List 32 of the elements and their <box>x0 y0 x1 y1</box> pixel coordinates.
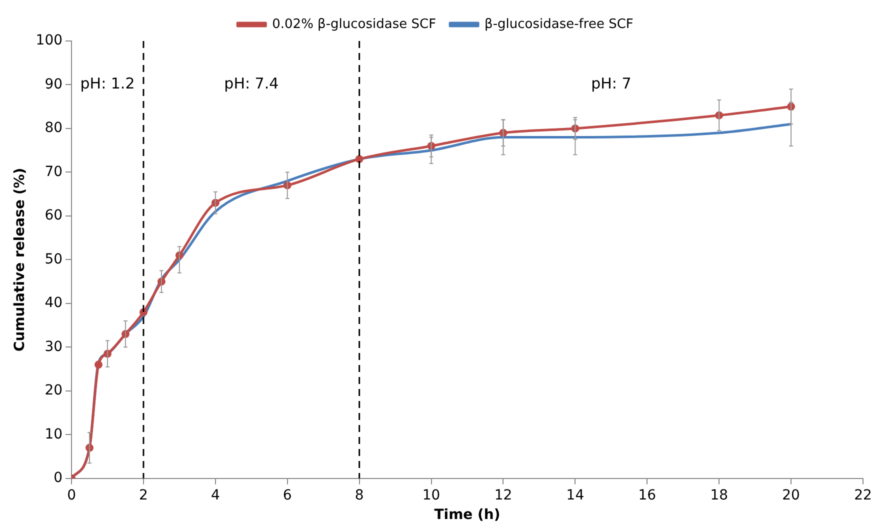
y-tick-label: 90 <box>44 76 63 92</box>
x-tick-label: 10 <box>422 487 440 504</box>
y-tick-label: 30 <box>44 338 63 355</box>
y-tick-label: 0 <box>54 470 63 486</box>
annotation: pH: 7.4 <box>224 74 279 93</box>
point <box>94 360 103 369</box>
x-tick-label: 0 <box>67 487 76 504</box>
y-tick-label: 20 <box>44 382 63 399</box>
y-tick-label: 70 <box>44 164 63 180</box>
point <box>355 155 364 164</box>
y-tick-label: 80 <box>44 120 63 136</box>
legend-label: β-glucosidase-free SCF <box>484 16 634 32</box>
x-tick-label: 6 <box>282 487 292 504</box>
y-tick-label: 60 <box>44 208 63 224</box>
legend-label: 0.02% β-glucosidase SCF <box>272 16 436 32</box>
y-tick-label: 10 <box>44 426 63 442</box>
x-tick-label: 8 <box>354 487 364 504</box>
x-tick-label: 14 <box>566 487 584 504</box>
x-tick-label: 16 <box>638 487 656 504</box>
x-tick-label: 18 <box>710 487 728 504</box>
x-tick-label: 20 <box>782 487 800 504</box>
x-tick-label: 4 <box>210 487 220 504</box>
y-tick-label: 50 <box>44 251 63 268</box>
y-tick-label: 40 <box>44 295 63 312</box>
y-axis-title: Cumulative release (%) <box>12 168 28 352</box>
x-tick-label: 22 <box>854 487 872 504</box>
x-tick-label: 12 <box>494 487 512 504</box>
y-tick-label: 100 <box>36 32 63 49</box>
annotation: pH: 1.2 <box>80 74 135 93</box>
annotation: pH: 7 <box>591 74 632 93</box>
x-axis-title: Time (h) <box>434 507 500 524</box>
x-tick-label: 2 <box>139 487 148 504</box>
